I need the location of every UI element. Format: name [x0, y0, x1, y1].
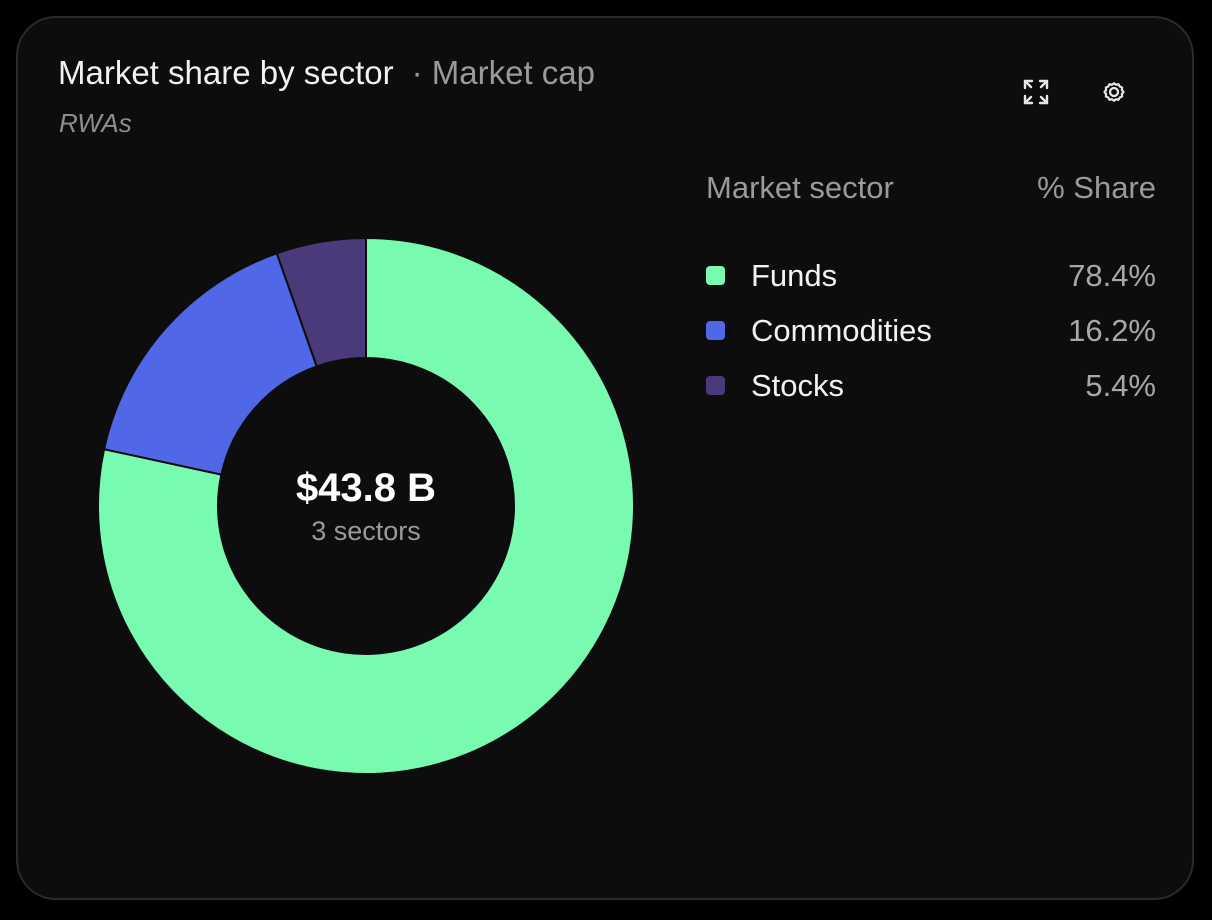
- donut-slice-stocks[interactable]: [275, 236, 367, 368]
- gear-icon: [1103, 82, 1125, 102]
- card-title: Market share by sector: [58, 54, 394, 91]
- legend-share-funds: 78.4%: [1068, 257, 1156, 293]
- asset-category-tag: RWAs: [59, 108, 132, 138]
- donut-chart-svg: [97, 236, 635, 775]
- legend-header-share: % Share: [1037, 170, 1156, 205]
- expand-button[interactable]: [1016, 72, 1056, 112]
- sector-legend: Market sector % Share Funds 78.4% Commod…: [706, 166, 1156, 413]
- legend-label-funds: Funds: [751, 257, 838, 293]
- market-share-card: Market share by sector · Market cap RWAs…: [16, 16, 1194, 900]
- card-subtitle: · Market cap: [411, 54, 596, 91]
- legend-row-stocks[interactable]: Stocks 5.4%: [706, 358, 1156, 413]
- donut-slice-commodities[interactable]: [102, 252, 319, 476]
- legend-header-sector: Market sector: [706, 170, 894, 205]
- card-header: Market share by sector · Market cap: [58, 54, 595, 92]
- legend-label-stocks: Stocks: [751, 367, 845, 403]
- legend-header: Market sector % Share: [706, 166, 1156, 210]
- legend-row-commodities[interactable]: Commodities 16.2%: [706, 303, 1156, 358]
- legend-share-stocks: 5.4%: [1085, 367, 1156, 403]
- legend-label-commodities: Commodities: [751, 312, 932, 348]
- legend-share-commodities: 16.2%: [1068, 312, 1156, 348]
- legend-swatch-stocks: [706, 376, 725, 395]
- legend-swatch-funds: [706, 266, 725, 285]
- legend-swatch-commodities: [706, 321, 725, 340]
- donut-slice-funds[interactable]: [97, 236, 635, 775]
- donut-chart: $43.8 B 3 sectors: [96, 236, 636, 776]
- legend-rows: Funds 78.4% Commodities 16.2% Stocks 5.4…: [706, 248, 1156, 413]
- settings-button[interactable]: [1094, 72, 1134, 112]
- expand-icon: [1023, 79, 1049, 105]
- legend-row-funds[interactable]: Funds 78.4%: [706, 248, 1156, 303]
